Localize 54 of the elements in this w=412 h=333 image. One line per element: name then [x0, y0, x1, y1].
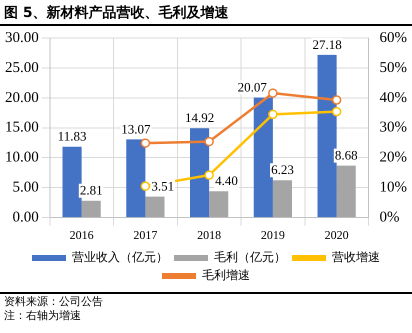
y-tick-label: 25.00: [5, 60, 39, 76]
y-tick-label: 15.00: [5, 120, 39, 136]
chart-title: 图 5、新材料产品营收、毛利及增速: [0, 0, 412, 26]
data-label: 8.68: [334, 148, 358, 163]
bar: [336, 166, 356, 218]
y2-tick-label: 30%: [380, 120, 408, 136]
y2-tick-label: 50%: [380, 60, 408, 76]
point: [140, 138, 150, 148]
legend-label: 毛利增速: [202, 268, 250, 282]
data-label: 2.81: [80, 182, 103, 198]
bar: [82, 200, 101, 218]
x-tick-label: 2019: [260, 228, 285, 242]
y2-tick-label: 10%: [380, 180, 408, 196]
x-tick-label: 2017: [133, 228, 158, 242]
bar: [209, 191, 228, 218]
bar: [145, 196, 164, 218]
data-label: 20.07: [238, 79, 268, 94]
x-tick-label: 2020: [324, 228, 349, 242]
y2-tick-label: 60%: [380, 30, 408, 46]
data-label: 11.83: [58, 128, 86, 144]
bar: [126, 139, 146, 218]
point: [268, 110, 278, 120]
point: [140, 181, 150, 191]
data-label: 27.18: [312, 36, 342, 52]
bar: [190, 128, 210, 218]
legend-label: 营业收入（亿元）: [72, 250, 168, 264]
data-label: 4.40: [215, 173, 238, 188]
y-tick-label: 5.00: [12, 180, 39, 196]
bar: [318, 54, 337, 218]
data-label: 14.92: [184, 110, 214, 126]
legend-label: 毛利（亿元）: [214, 250, 286, 264]
y2-tick-label: 20%: [380, 150, 408, 166]
y2-tick-label: 40%: [380, 90, 408, 106]
legend-label: 营收增速: [332, 250, 380, 264]
point: [332, 106, 342, 116]
x-tick-label: 2016: [70, 228, 94, 242]
point: [204, 136, 214, 146]
y-tick-label: 10.00: [5, 150, 39, 166]
data-label: 13.07: [121, 121, 151, 136]
x-tick-label: 2018: [197, 228, 222, 242]
bar: [254, 97, 273, 218]
bar: [62, 146, 82, 218]
y2-tick-label: 0%: [380, 210, 400, 226]
point: [268, 88, 278, 98]
y-tick-label: 30.00: [5, 30, 39, 46]
point: [204, 170, 214, 180]
point: [332, 95, 342, 105]
y-tick-label: 20.00: [5, 90, 39, 106]
bar: [272, 180, 292, 218]
y-tick-label: 0.00: [12, 210, 39, 226]
data-label: 3.51: [151, 178, 174, 194]
data-label: 6.23: [271, 162, 294, 178]
text: 注：右轴为增速: [4, 309, 82, 323]
text: 资料来源：公司公告: [4, 295, 104, 309]
